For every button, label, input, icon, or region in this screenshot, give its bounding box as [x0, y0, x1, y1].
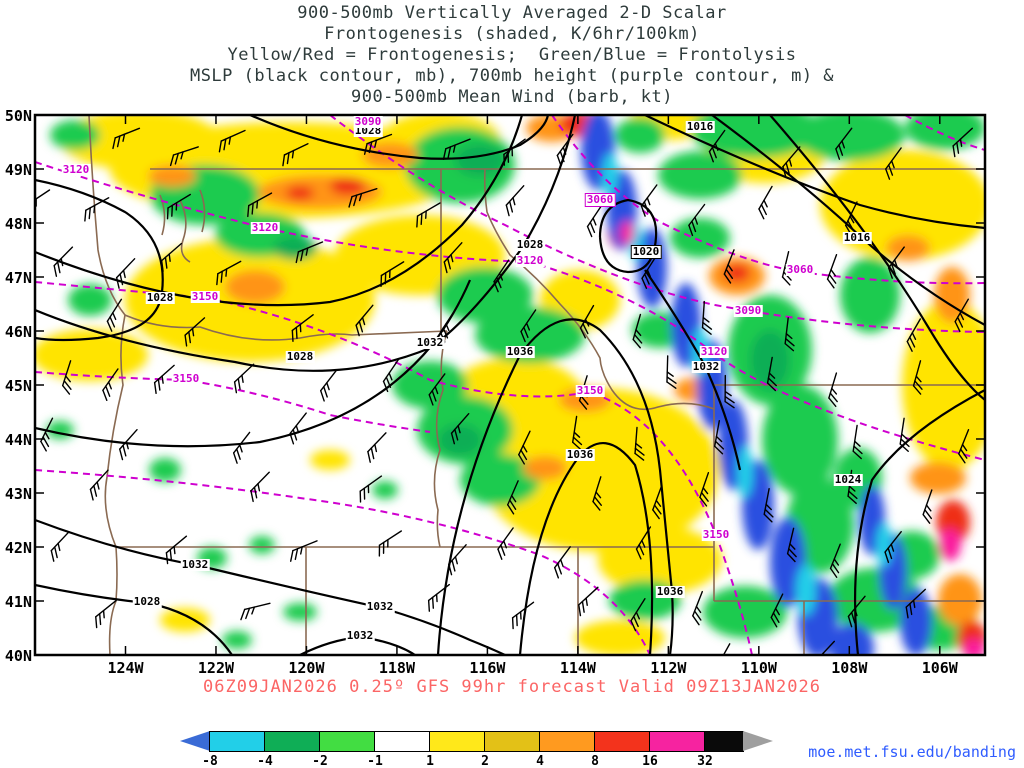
title-line: 900-500mb Mean Wind (barb, kt) [350, 87, 674, 107]
title-line: MSLP (black contour, mb), 700mb height (… [189, 66, 835, 86]
title-line: 900-500mb Vertically Averaged 2-D Scalar [297, 3, 727, 23]
colorbar-segment [374, 731, 430, 752]
colorbar-tick-label: 8 [591, 754, 599, 768]
colorbar-tick-label: 1 [426, 754, 434, 768]
colorbar-segment [484, 731, 540, 752]
colorbar-left-arrow [180, 731, 210, 751]
colorbar-tick-label: -4 [257, 754, 273, 768]
colorbar: -8 -4 -2 -1 1 2 4 8 16 32 [180, 731, 773, 768]
title-line: Frontogenesis (shaded, K/6hr/100km) [324, 24, 700, 44]
colorbar-segment [209, 731, 265, 752]
colorbar-segment [594, 731, 650, 752]
colorbar-tick-label: 32 [697, 754, 713, 768]
credit-link[interactable]: moe.met.fsu.edu/banding [808, 743, 1016, 761]
title-line: Yellow/Red = Frontogenesis; Green/Blue =… [227, 45, 797, 65]
colorbar-tick-label: 4 [536, 754, 544, 768]
mslp-contours [35, 115, 985, 655]
colorbar-segment [319, 731, 375, 752]
colorbar-segment [264, 731, 320, 752]
colorbar-right-arrow [743, 731, 773, 751]
colorbar-segment [429, 731, 485, 752]
forecast-caption: 06Z09JAN2026 0.25º GFS 99hr forecast Val… [203, 677, 821, 697]
colorbar-tick-label: 16 [642, 754, 658, 768]
frontogenesis-shading [35, 115, 985, 655]
colorbar-tick-label: -1 [367, 754, 383, 768]
chart-title: 900-500mb Vertically Averaged 2-D Scalar… [0, 3, 1024, 108]
colorbar-tick-label: 2 [481, 754, 489, 768]
colorbar-tick-label: -2 [312, 754, 328, 768]
colorbar-segment [539, 731, 595, 752]
map-frame [33, 113, 987, 657]
colorbar-segment [649, 731, 705, 752]
colorbar-tick-label: -8 [202, 754, 218, 768]
colorbar-overflow-segment [704, 731, 744, 752]
